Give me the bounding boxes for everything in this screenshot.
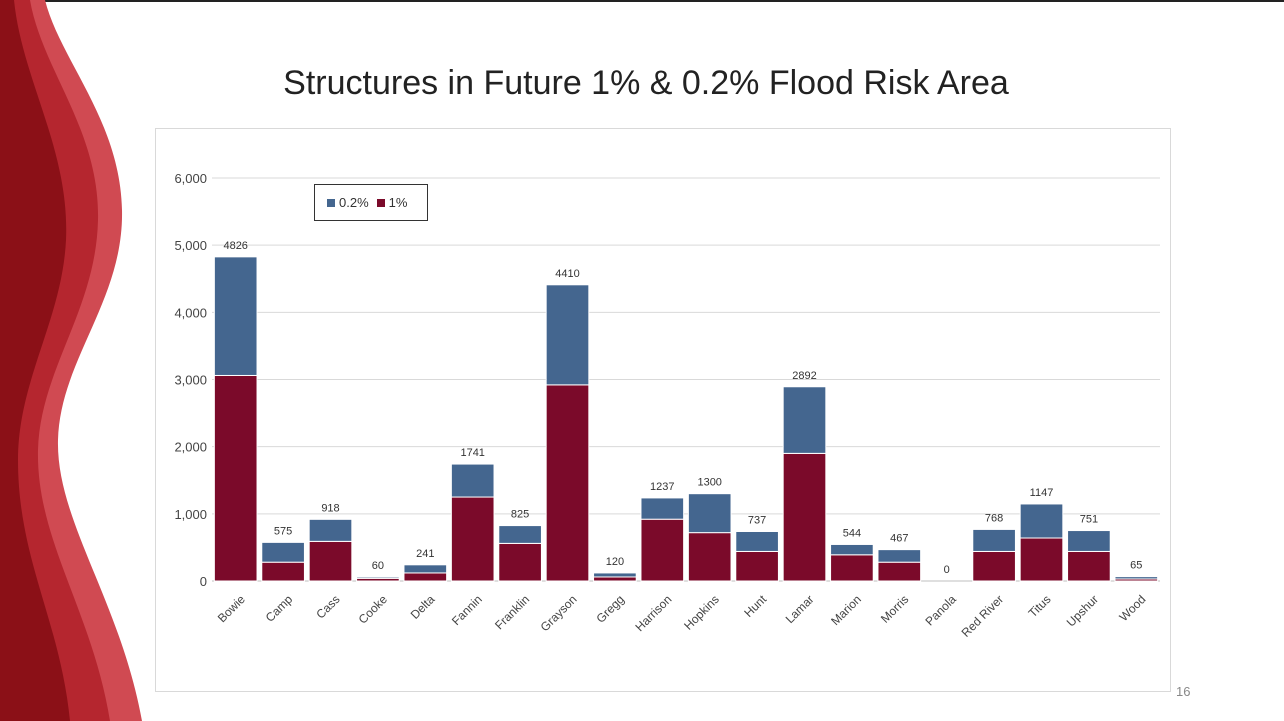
data-label: 1300 [697,477,721,489]
x-tick-label: Bowie [215,592,248,625]
x-tick-label: Marion [828,592,864,628]
data-label: 768 [985,512,1003,524]
bar-segment-02pct [877,549,922,563]
legend-label-1pct: 1% [388,195,408,210]
bar-segment-02pct [213,256,258,376]
bar-segment-02pct [403,564,448,574]
bar-segment-02pct [450,463,495,498]
bar-segment-1pct [308,540,353,582]
data-label: 4826 [223,240,247,252]
bar-segment-1pct [1019,537,1064,582]
data-label: 918 [321,502,339,514]
y-tick-label: 2,000 [174,440,207,455]
bar-segment-02pct [261,541,305,563]
data-label: 241 [416,548,434,560]
chart-legend: 0.2% 1% [314,184,428,221]
x-tick-label: Red River [959,592,1007,640]
data-label: 467 [890,533,908,545]
data-label: 65 [1130,560,1142,572]
bar-segment-02pct [1067,530,1111,552]
bar-segment-1pct [593,576,637,582]
data-label: 60 [372,560,384,572]
x-tick-label: Titus [1026,592,1054,620]
bar-segment-1pct [1067,550,1111,582]
y-tick-label: 4,000 [174,305,207,320]
slide-title: Structures in Future 1% & 0.2% Flood Ris… [283,64,1009,102]
data-label: 1741 [460,447,484,459]
y-tick-label: 3,000 [174,373,207,388]
y-tick-label: 5,000 [174,238,207,253]
y-tick-label: 6,000 [174,171,207,186]
bar-segment-02pct [687,493,732,534]
bar-segment-02pct [308,518,353,542]
data-label: 0 [944,564,950,576]
bar-segment-02pct [593,572,637,578]
x-tick-label: Delta [408,592,438,622]
x-tick-label: Cass [313,592,342,621]
legend-swatch-02pct [327,198,335,207]
bar-segment-02pct [1019,503,1064,539]
data-label: 2892 [792,370,816,382]
data-label: 737 [748,514,766,526]
bar-segment-1pct [830,554,874,582]
chart-container [155,128,1171,692]
x-tick-label: Upshur [1064,592,1101,629]
data-label: 544 [843,527,861,539]
y-tick-label: 0 [200,574,207,589]
bar-segment-1pct [877,561,922,582]
data-label: 751 [1080,514,1098,526]
bar-segment-1pct [687,532,732,582]
data-label: 4410 [555,268,579,280]
bar-segment-02pct [830,543,874,556]
x-tick-label: Lamar [783,592,817,626]
bar-segment-02pct [972,528,1016,552]
x-tick-label: Panola [922,592,959,629]
data-label: 575 [274,525,292,537]
data-label: 1147 [1030,487,1054,499]
x-tick-label: Camp [263,592,296,625]
bar-segment-02pct [640,497,685,520]
bar-segment-1pct [972,550,1016,582]
legend-swatch-1pct [376,198,385,207]
bar-segment-02pct [498,525,542,544]
x-tick-label: Grayson [538,592,580,634]
x-tick-label: Hopkins [681,592,722,633]
bar-segment-02pct [735,530,779,552]
x-tick-label: Franklin [492,592,532,632]
bar-segment-02pct [545,284,590,386]
x-tick-label: Wood [1117,592,1149,624]
x-tick-label: Cooke [356,592,391,627]
x-tick-label: Fannin [449,592,485,628]
legend-label-02pct: 0.2% [339,195,369,210]
bar-segment-1pct [782,452,827,582]
decorative-wave-border [0,0,142,721]
bar-segment-1pct [735,550,779,582]
bar-segment-1pct [450,496,495,582]
x-tick-label: Morris [878,592,911,625]
bar-segment-02pct [1114,576,1159,580]
bar-segment-1pct [640,518,685,582]
x-tick-label: Harrison [632,592,674,634]
bar-segment-1pct [213,374,258,582]
data-label: 120 [606,556,624,568]
page-number: 16 [1176,684,1191,699]
data-label: 1237 [650,481,674,493]
bar-segment-1pct [261,561,305,582]
wave-dark [0,0,70,721]
x-tick-label: Hunt [741,592,769,620]
bar-segment-02pct [782,386,827,454]
legend-item-1pct: 1% [376,195,408,210]
legend-item-02pct: 0.2% [327,195,369,210]
y-tick-label: 1,000 [174,507,207,522]
bar-segment-1pct [498,542,542,582]
bar-segment-1pct [403,572,448,582]
data-label: 825 [511,509,529,521]
bar-segment-1pct [545,384,590,582]
bar-segment-02pct [356,576,400,579]
x-tick-label: Gregg [594,592,627,625]
